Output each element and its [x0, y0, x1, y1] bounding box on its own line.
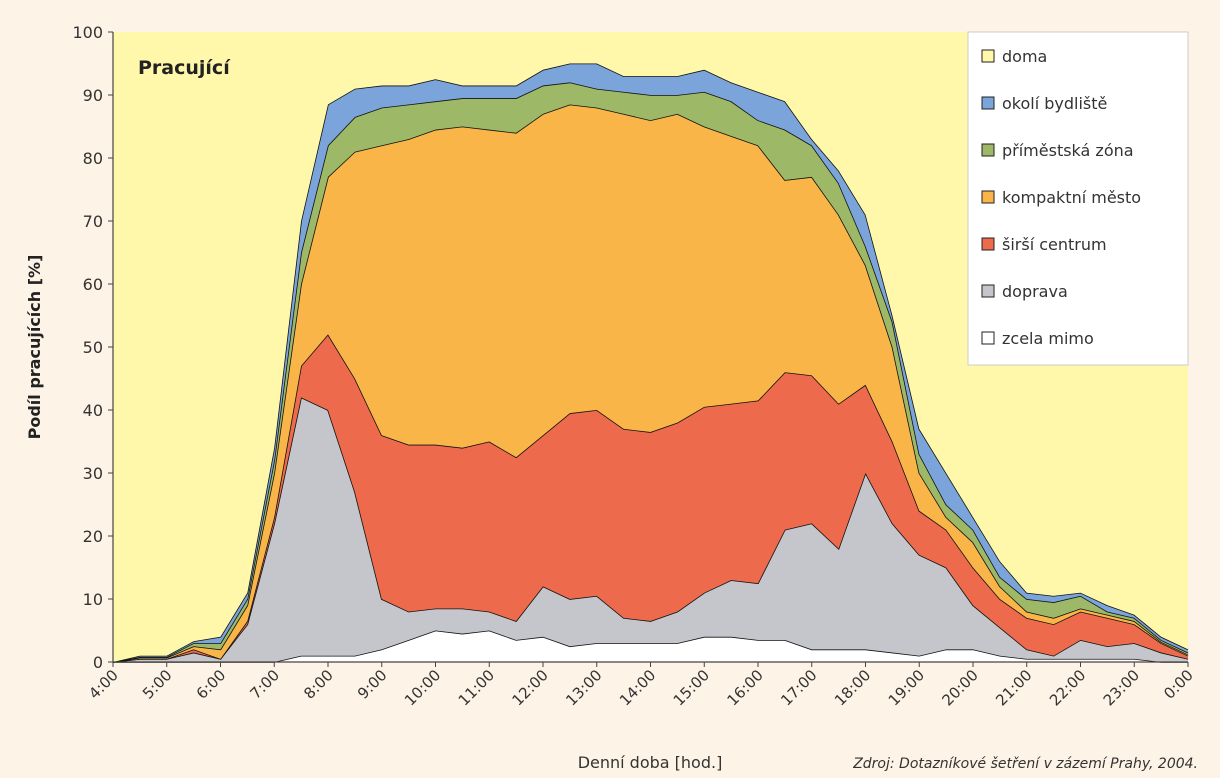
legend-box [967, 31, 1189, 366]
y-tick-label: 20 [83, 527, 103, 546]
legend-label: zcela mimo [1002, 329, 1094, 348]
legend-label: doprava [1002, 282, 1068, 301]
y-tick-label: 30 [83, 464, 103, 483]
legend-swatch [981, 237, 995, 251]
source-note: Zdroj: Dotazníkové šetření v zázemí Prah… [852, 756, 1198, 772]
area [113, 334, 1188, 662]
y-tick-label: 10 [83, 590, 103, 609]
y-tick-label: 90 [83, 86, 103, 105]
legend-label: příměstská zóna [1002, 141, 1134, 160]
y-axis-label: Podíl pracujících [%] [25, 255, 44, 440]
chart-title: Pracující [138, 57, 231, 79]
area [113, 630, 1188, 662]
legend-swatch [981, 49, 995, 63]
y-tick-label: 60 [83, 275, 103, 294]
area [113, 397, 1188, 662]
y-tick-label: 50 [83, 338, 103, 357]
legend-label: kompaktní město [1002, 188, 1141, 207]
y-tick-label: 70 [83, 212, 103, 231]
legend-swatch [981, 284, 995, 298]
area [113, 104, 1188, 662]
area [113, 82, 1188, 662]
y-tick-label: 0 [93, 653, 103, 672]
y-tick-label: 40 [83, 401, 103, 420]
legend-swatch [981, 331, 995, 345]
legend-label: doma [1002, 47, 1047, 66]
y-tick-label: 100 [72, 23, 103, 42]
y-tick-label: 80 [83, 149, 103, 168]
area [113, 32, 1188, 662]
legend-swatch [981, 190, 995, 204]
plot-area [112, 32, 1189, 663]
legend-label: širší centrum [1002, 235, 1107, 254]
legend-swatch [981, 96, 995, 110]
legend-label: okolí bydliště [1002, 94, 1107, 113]
legend-swatch [981, 143, 995, 157]
x-axis-label: Denní doba [hod.] [578, 753, 723, 772]
